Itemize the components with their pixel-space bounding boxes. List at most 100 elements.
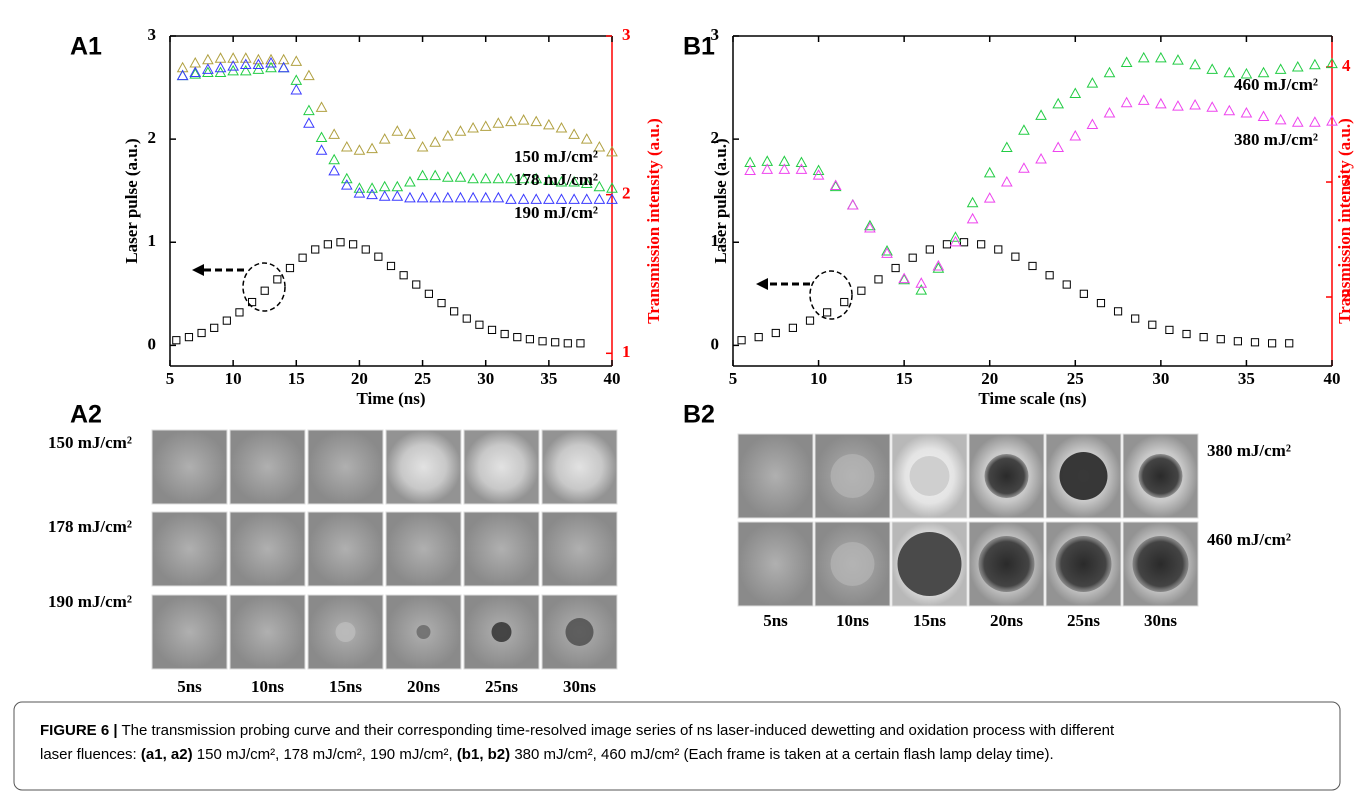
data-marker xyxy=(412,280,421,289)
data-marker xyxy=(823,308,832,317)
column-label: 10ns xyxy=(251,677,284,696)
x-tick-label: 5 xyxy=(166,369,175,388)
x-tick-label: 35 xyxy=(1238,369,1255,388)
image-frame xyxy=(151,429,228,505)
data-marker xyxy=(366,182,378,193)
x-tick-label: 35 xyxy=(540,369,557,388)
data-marker xyxy=(189,68,202,79)
data-marker xyxy=(1018,124,1030,135)
data-marker xyxy=(1206,63,1219,74)
data-marker xyxy=(898,273,910,285)
data-marker xyxy=(404,128,416,139)
data-marker xyxy=(336,238,345,247)
image-spot xyxy=(1055,536,1112,592)
data-marker xyxy=(1216,335,1225,344)
x-tick-label: 40 xyxy=(1324,369,1341,388)
data-marker xyxy=(323,240,332,249)
data-marker xyxy=(1223,66,1236,78)
data-marker xyxy=(795,156,808,167)
data-marker xyxy=(429,136,442,147)
data-marker xyxy=(1069,87,1082,98)
column-label: 25ns xyxy=(485,677,518,696)
data-marker xyxy=(235,308,244,317)
data-marker xyxy=(1240,67,1253,79)
data-marker xyxy=(404,175,416,187)
data-marker xyxy=(517,172,530,184)
data-marker xyxy=(915,277,928,288)
image-frame xyxy=(229,594,306,670)
column-label: 15ns xyxy=(329,677,362,696)
data-marker xyxy=(530,172,543,184)
image-frame xyxy=(463,429,540,505)
caption-text: laser fluences: xyxy=(40,746,141,763)
data-marker xyxy=(1189,58,1201,70)
data-marker xyxy=(1285,339,1294,348)
image-frame xyxy=(151,594,228,670)
panel-label: B1 xyxy=(683,33,715,61)
data-marker xyxy=(1291,116,1304,127)
data-marker xyxy=(1103,107,1116,118)
data-marker xyxy=(290,83,303,95)
image-spot xyxy=(984,454,1029,498)
y-axis-label: Laser pulse (a.u.) xyxy=(122,138,141,263)
data-marker xyxy=(1120,56,1133,67)
image-frame xyxy=(541,511,618,587)
data-marker xyxy=(1131,314,1140,323)
image-frame xyxy=(463,511,540,587)
data-marker xyxy=(1018,162,1030,173)
data-marker xyxy=(340,172,353,184)
data-marker xyxy=(227,52,239,63)
data-marker xyxy=(454,191,467,203)
column-label: 20ns xyxy=(407,677,440,696)
data-marker xyxy=(353,182,366,193)
data-marker xyxy=(908,253,917,262)
data-marker xyxy=(874,275,883,284)
data-marker xyxy=(450,307,459,316)
data-marker xyxy=(925,245,934,254)
column-label: 20ns xyxy=(990,611,1023,630)
x-tick-label: 30 xyxy=(1152,369,1169,388)
data-marker xyxy=(441,171,454,182)
data-marker xyxy=(881,247,893,258)
caption-line: laser fluences: (a1, a2) 150 mJ/cm², 178… xyxy=(40,746,1054,763)
data-marker xyxy=(437,298,446,308)
x-tick-label: 20 xyxy=(981,369,998,388)
data-marker xyxy=(555,175,568,187)
data-marker xyxy=(805,316,815,325)
data-marker xyxy=(184,333,194,342)
data-marker xyxy=(949,235,962,247)
y-tick-label: 3 xyxy=(711,25,720,44)
image-frame xyxy=(229,429,306,505)
data-marker xyxy=(386,261,396,271)
data-marker xyxy=(349,240,358,249)
x-tick-label: 20 xyxy=(351,369,368,388)
image-frame xyxy=(385,429,462,505)
data-marker xyxy=(252,58,265,70)
y2-tick-label: 4 xyxy=(1342,56,1351,75)
data-marker xyxy=(949,231,962,242)
data-marker xyxy=(580,133,593,144)
data-marker xyxy=(353,144,366,155)
data-marker xyxy=(1268,339,1277,348)
image-frame xyxy=(151,511,228,587)
column-label: 10ns xyxy=(836,611,869,630)
data-marker xyxy=(1257,66,1270,78)
data-marker xyxy=(555,193,568,204)
data-marker xyxy=(568,175,580,187)
data-marker xyxy=(265,56,277,68)
data-marker xyxy=(303,69,315,81)
data-marker xyxy=(606,193,618,204)
data-marker xyxy=(737,336,746,345)
data-marker xyxy=(881,244,893,256)
data-marker xyxy=(1172,100,1184,111)
data-marker xyxy=(864,221,876,233)
data-marker xyxy=(543,193,555,204)
data-marker xyxy=(864,219,876,231)
image-spot xyxy=(897,532,962,596)
data-marker xyxy=(210,323,219,332)
data-marker xyxy=(530,115,543,127)
data-marker xyxy=(303,104,315,116)
x-tick-label: 15 xyxy=(288,369,305,388)
arrow-head xyxy=(192,264,204,276)
